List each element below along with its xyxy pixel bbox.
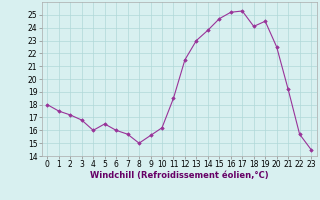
X-axis label: Windchill (Refroidissement éolien,°C): Windchill (Refroidissement éolien,°C) <box>90 171 268 180</box>
